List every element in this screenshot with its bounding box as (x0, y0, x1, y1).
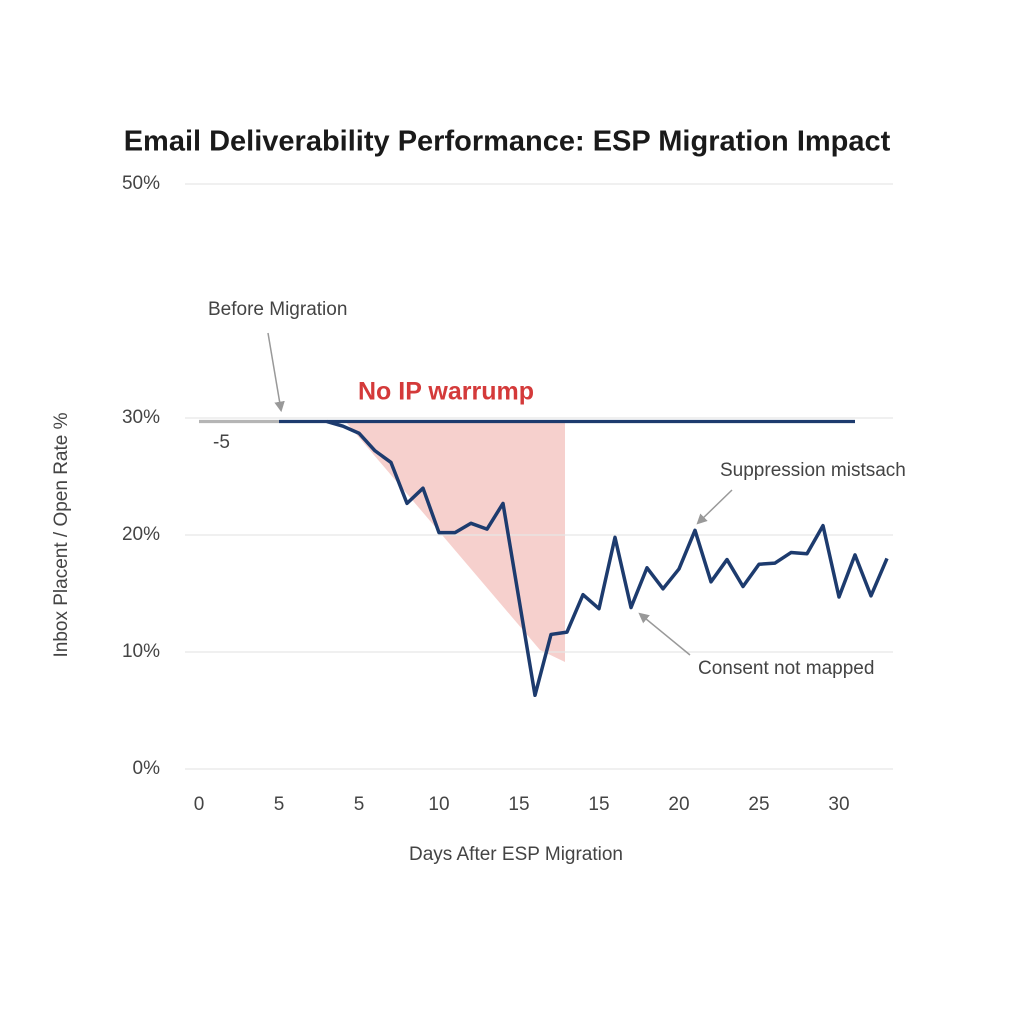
annotation: Suppression mistsach (720, 460, 906, 481)
annotation: Consent not mapped (698, 658, 874, 679)
annotation-arrow (267, 332, 285, 413)
y-axis-title: Inbox Placent / Open Rate % (51, 412, 72, 657)
x-tick-label: 15 (508, 794, 529, 815)
y-tick-label: 50% (122, 173, 160, 194)
annotation: -5 (213, 432, 230, 453)
annotation-arrow (638, 612, 691, 656)
y-tick-label: 10% (122, 641, 160, 662)
y-tick-label: 30% (122, 407, 160, 428)
x-tick-label: 20 (668, 794, 689, 815)
x-tick-label: 10 (428, 794, 449, 815)
plot: 0% 10% 20% 30% 50% 0 5 5 10 15 15 20 25 30 (122, 173, 893, 815)
x-tick-label: 25 (748, 794, 769, 815)
annotation: Before Migration (208, 299, 347, 320)
x-tick-label: 15 (588, 794, 609, 815)
y-tick-label: 20% (122, 524, 160, 545)
annotation-arrow (696, 489, 733, 525)
x-axis-title: Days After ESP Migration (409, 844, 623, 865)
y-tick-label: 0% (133, 758, 161, 779)
series-line (326, 419, 889, 698)
x-tick-label: 5 (354, 794, 365, 815)
x-tick-label: 5 (274, 794, 285, 815)
x-tick-label: 30 (828, 794, 849, 815)
chart-title: Email Deliverability Performance: ESP Mi… (124, 126, 891, 158)
shaded-region (345, 421, 565, 662)
annotation: No IP warrump (358, 378, 534, 406)
x-tick-label: 0 (194, 794, 205, 815)
